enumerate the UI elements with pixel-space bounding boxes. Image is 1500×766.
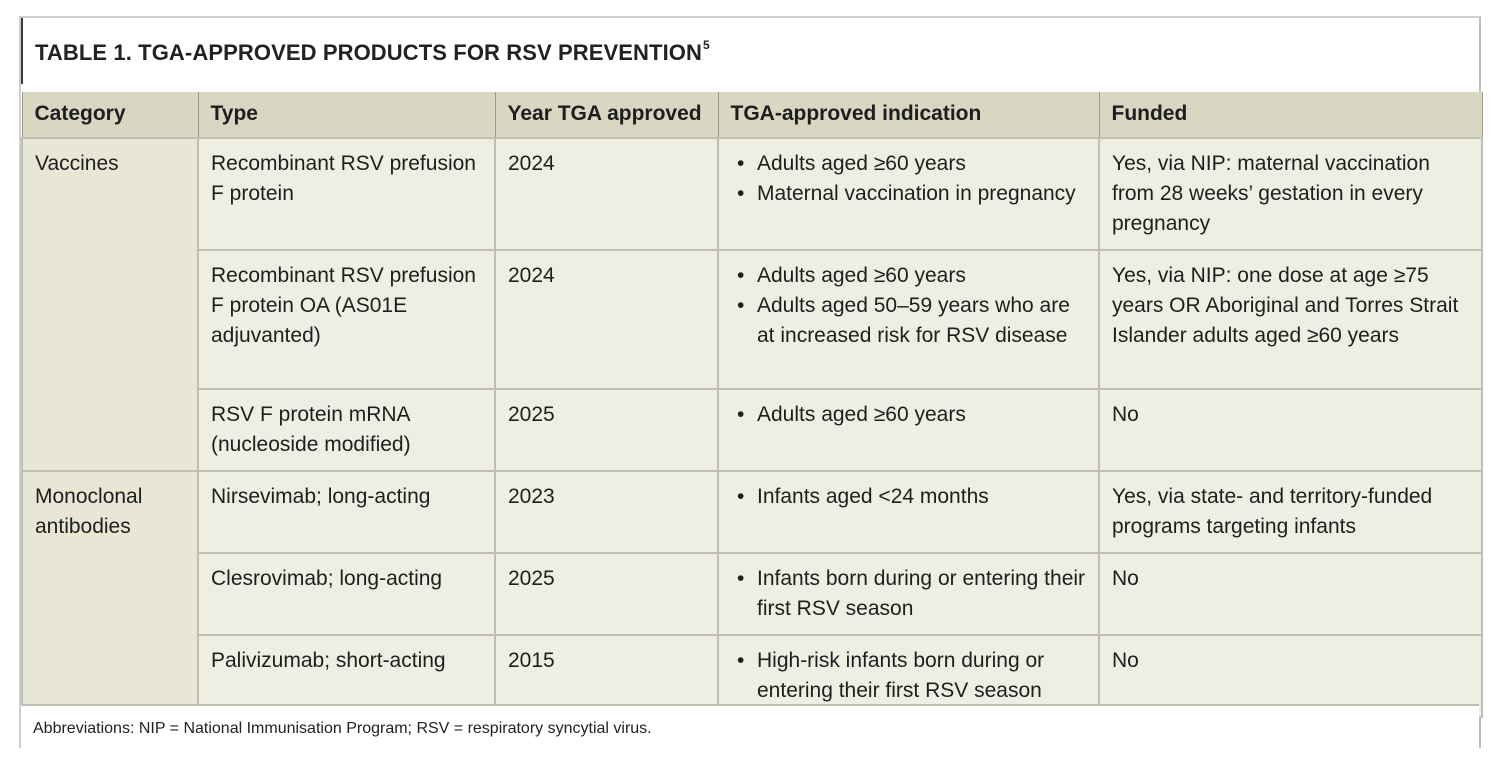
indication-list: Infants born during or entering their fi… xyxy=(733,564,1086,624)
funded-cell: Yes, via state- and territory-funded pro… xyxy=(1098,470,1483,554)
year-cell: 2024 xyxy=(494,137,719,251)
indication-list: Adults aged ≥60 years Maternal vaccinati… xyxy=(733,149,1086,209)
indication-list: Adults aged ≥60 years xyxy=(733,400,1086,430)
funded-cell: Yes, via NIP: one dose at age ≥75 years … xyxy=(1098,249,1483,390)
indication-item: Infants born during or entering their fi… xyxy=(733,564,1086,624)
type-cell: Clesrovimab; long-acting xyxy=(197,552,496,636)
year-cell: 2023 xyxy=(494,470,719,554)
header-year: Year TGA approved xyxy=(494,92,719,139)
title-reference: 5 xyxy=(703,38,710,52)
table-row: RSV F protein mRNA (nucleoside modified)… xyxy=(22,388,1483,472)
year-cell: 2024 xyxy=(494,249,719,390)
header-category: Category xyxy=(21,92,199,139)
header-row: Category Type Year TGA approved TGA-appr… xyxy=(21,92,1483,139)
indication-item: Adults aged ≥60 years xyxy=(733,400,1086,430)
indication-item: High-risk infants born during or enterin… xyxy=(733,646,1086,706)
indication-cell: Adults aged ≥60 years xyxy=(717,388,1100,472)
type-cell: Nirsevimab; long-acting xyxy=(197,470,496,554)
category-cell-vaccines: Vaccines xyxy=(21,137,199,472)
indication-list: Adults aged ≥60 years Adults aged 50–59 … xyxy=(733,261,1086,351)
indication-cell: Adults aged ≥60 years Adults aged 50–59 … xyxy=(717,249,1100,390)
abbreviations-footnote: Abbreviations: NIP = National Immunisati… xyxy=(33,720,652,737)
rsv-products-table: Category Type Year TGA approved TGA-appr… xyxy=(21,92,1483,718)
table-row: Monoclonal antibodies Nirsevimab; long-a… xyxy=(21,470,1483,718)
indication-item: Infants aged <24 months xyxy=(733,482,1086,512)
funded-cell: Yes, via NIP: maternal vaccination from … xyxy=(1098,137,1483,251)
indication-list: High-risk infants born during or enterin… xyxy=(733,646,1086,706)
type-cell: RSV F protein mRNA (nucleoside modified) xyxy=(197,388,496,472)
indication-cell: Adults aged ≥60 years Maternal vaccinati… xyxy=(717,137,1100,251)
funded-cell: No xyxy=(1098,634,1483,718)
indication-cell: Infants born during or entering their fi… xyxy=(717,552,1100,636)
table-frame: TABLE 1. TGA-APPROVED PRODUCTS FOR RSV P… xyxy=(19,16,1483,748)
type-cell: Recombinant RSV prefusion F protein xyxy=(197,137,496,251)
indication-item: Adults aged 50–59 years who are at incre… xyxy=(733,291,1086,351)
category-cell-monoclonal-antibodies: Monoclonal antibodies xyxy=(21,470,199,718)
title-bar: TABLE 1. TGA-APPROVED PRODUCTS FOR RSV P… xyxy=(21,18,1479,84)
indication-item: Maternal vaccination in pregnancy xyxy=(733,179,1086,209)
table-title: TABLE 1. TGA-APPROVED PRODUCTS FOR RSV P… xyxy=(35,38,710,65)
indication-cell: Infants aged <24 months xyxy=(717,470,1100,554)
indication-item: Adults aged ≥60 years xyxy=(733,149,1086,179)
indication-item: Adults aged ≥60 years xyxy=(733,261,1086,291)
indication-list: Infants aged <24 months xyxy=(733,482,1086,512)
header-funded: Funded xyxy=(1098,92,1483,139)
table-row: Vaccines Recombinant RSV prefusion F pro… xyxy=(21,137,1483,472)
table-row: Clesrovimab; long-acting 2025 Infants bo… xyxy=(22,552,1483,636)
footnote-bar: Abbreviations: NIP = National Immunisati… xyxy=(21,704,1479,748)
header-type: Type xyxy=(197,92,496,139)
year-cell: 2025 xyxy=(494,552,719,636)
header-indication: TGA-approved indication xyxy=(717,92,1100,139)
type-cell: Recombinant RSV prefusion F protein OA (… xyxy=(197,249,496,390)
table-row: Recombinant RSV prefusion F protein OA (… xyxy=(22,249,1483,390)
funded-cell: No xyxy=(1098,388,1483,472)
year-cell: 2025 xyxy=(494,388,719,472)
funded-cell: No xyxy=(1098,552,1483,636)
